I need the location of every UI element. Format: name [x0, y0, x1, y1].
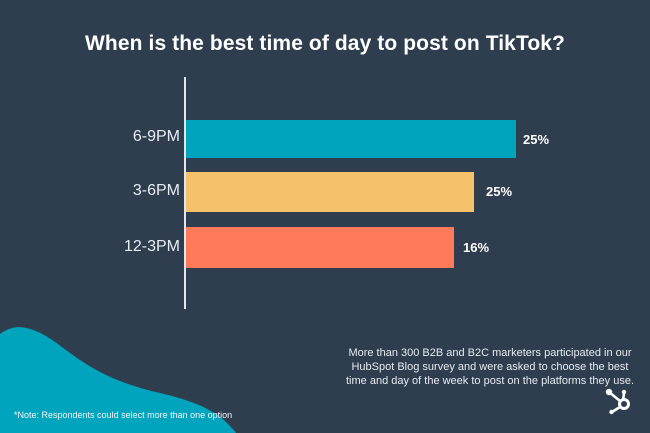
category-label-6-9pm: 6-9PM	[132, 128, 180, 145]
category-label-3-6pm: 3-6PM	[132, 182, 180, 199]
bar-12-3pm	[186, 227, 454, 268]
hubspot-sprocket-icon	[605, 388, 630, 415]
footnote: *Note: Respondents could select more tha…	[14, 410, 233, 420]
bar-6-9pm	[186, 120, 516, 158]
survey-description: More than 300 B2B and B2C marketers part…	[346, 347, 634, 387]
chart-title: When is the best time of day to post on …	[85, 32, 565, 55]
bar-3-6pm	[186, 172, 474, 212]
value-label-3-6pm: 25%	[486, 184, 513, 199]
y-axis-line	[184, 77, 186, 309]
category-label-12-3pm: 12-3PM	[123, 238, 180, 255]
value-label-6-9pm: 25%	[523, 132, 550, 147]
value-label-12-3pm: 16%	[463, 240, 490, 255]
